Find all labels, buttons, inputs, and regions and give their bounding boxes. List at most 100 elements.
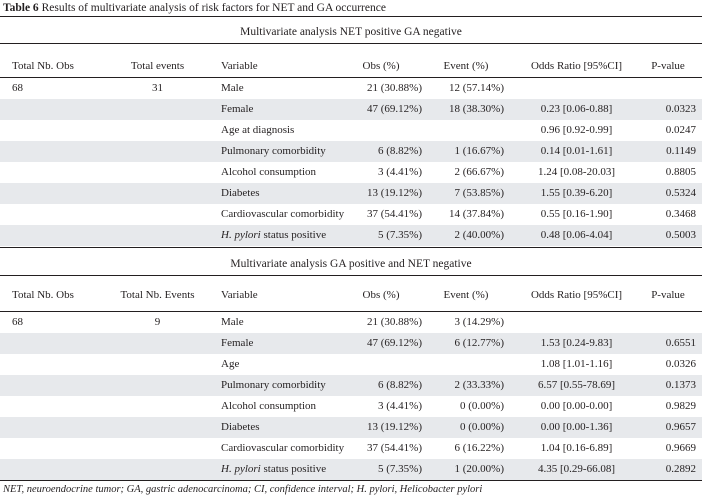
cell-obs: 6 (8.82%) — [378, 379, 422, 391]
header-odds-ratio: Odds Ratio [95%CI] — [530, 289, 623, 301]
header-top-rule — [0, 275, 702, 276]
cell-odds-ratio: 0.14 [0.01-1.61] — [540, 145, 613, 157]
cell-event: 6 (16.22%) — [454, 442, 505, 454]
cell-odds-ratio: 4.35 [0.29-66.08] — [538, 463, 615, 475]
cell-variable: Female — [221, 103, 254, 115]
cell-odds-ratio: 0.00 [0.00-0.00] — [540, 400, 613, 412]
table-header-row: Total Nb. Obs Total Nb. Events Variable … — [0, 275, 702, 315]
table-row: Cardiovascular comorbidity 37 (54.41%) 6… — [0, 438, 702, 459]
cell-odds-ratio: 1.53 [0.24-9.83] — [540, 337, 613, 349]
cell-odds-ratio: 0.48 [0.06-4.04] — [540, 229, 613, 241]
header-obs: Obs (%) — [362, 289, 400, 301]
cell-odds-ratio: 0.55 [0.16-1.90] — [540, 208, 613, 220]
cell-p-value: 0.0323 — [665, 103, 696, 115]
cell-obs: 6 (8.82%) — [378, 145, 422, 157]
cell-event: 18 (38.30%) — [449, 103, 504, 115]
table-row: H. pylori status positive 5 (7.35%) 2 (4… — [0, 225, 702, 246]
cell-event: 14 (37.84%) — [449, 208, 504, 220]
cell-p-value: 0.0326 — [665, 358, 696, 370]
table-row: Diabetes 13 (19.12%) 7 (53.85%) 1.55 [0.… — [0, 183, 702, 204]
cell-p-value — [640, 78, 696, 99]
cell-p-value: 0.1149 — [666, 145, 696, 157]
cell-obs: 13 (19.12%) — [367, 187, 422, 199]
header-bottom-rule — [0, 77, 702, 78]
cell-variable: Pulmonary comorbidity — [221, 379, 326, 391]
cell-odds-ratio — [520, 78, 633, 99]
cell-obs: 5 (7.35%) — [378, 229, 422, 241]
cell-variable-rest: status positive — [260, 229, 327, 241]
table-caption: Table 6 Results of multivariate analysis… — [3, 0, 386, 16]
header-variable: Variable — [221, 60, 258, 72]
cell-obs: 21 (30.88%) — [367, 82, 422, 94]
cell-p-value: 0.8805 — [665, 166, 696, 178]
cell-odds-ratio: 1.24 [0.08-20.03] — [538, 166, 615, 178]
cell-p-value: 0.5003 — [665, 229, 696, 241]
table-caption-text: Results of multivariate analysis of risk… — [38, 2, 386, 14]
cell-event: 2 (33.33%) — [454, 379, 505, 391]
cell-variable: Male — [221, 316, 244, 328]
table-row: Female 47 (69.12%) 18 (38.30%) 0.23 [0.0… — [0, 99, 702, 120]
cell-variable: Alcohol consumption — [221, 400, 317, 412]
cell-event: 2 (66.67%) — [454, 166, 505, 178]
cell-p-value: 0.9829 — [665, 400, 696, 412]
cell-variable: Diabetes — [221, 421, 260, 433]
header-total-events: Total Nb. Events — [120, 289, 195, 301]
cell-p-value — [640, 312, 696, 333]
cell-odds-ratio: 0.96 [0.92-0.99] — [540, 124, 613, 136]
cell-p-value: 0.9669 — [665, 442, 696, 454]
cell-odds-ratio — [520, 312, 633, 333]
cell-variable: H. pylori status positive — [221, 459, 326, 480]
table-row: Diabetes 13 (19.12%) 0 (0.00%) 0.00 [0.0… — [0, 417, 702, 438]
cell-variable: Cardiovascular comorbidity — [221, 442, 345, 454]
table-row: Cardiovascular comorbidity 37 (54.41%) 1… — [0, 204, 702, 225]
cell-variable: Age — [221, 358, 240, 370]
cell-variable: Female — [221, 337, 254, 349]
header-total-obs: Total Nb. Obs — [12, 289, 74, 301]
cell-event: 3 (14.29%) — [454, 316, 505, 328]
cell-total-events: 9 — [154, 316, 161, 328]
header-event: Event (%) — [443, 60, 489, 72]
table-row: Pulmonary comorbidity 6 (8.82%) 2 (33.33… — [0, 375, 702, 396]
header-obs: Obs (%) — [362, 60, 400, 72]
cell-variable: H. pylori status positive — [221, 225, 326, 246]
cell-p-value: 0.9657 — [665, 421, 696, 433]
cell-event: 6 (12.77%) — [454, 337, 505, 349]
header-total-events: Total events — [130, 60, 185, 72]
cell-odds-ratio: 0.23 [0.06-0.88] — [540, 103, 613, 115]
cell-event: 1 (20.00%) — [454, 463, 505, 475]
top-rule — [0, 16, 702, 17]
bottom-rule — [0, 480, 702, 481]
cell-obs: 5 (7.35%) — [378, 463, 422, 475]
header-total-obs: Total Nb. Obs — [12, 60, 74, 72]
cell-event: 0 (0.00%) — [460, 421, 504, 433]
cell-obs: 47 (69.12%) — [367, 337, 422, 349]
header-variable: Variable — [221, 289, 258, 301]
cell-obs: 21 (30.88%) — [367, 316, 422, 328]
cell-p-value: 0.3468 — [665, 208, 696, 220]
cell-obs: 37 (54.41%) — [367, 208, 422, 220]
header-p-value: P-value — [651, 60, 685, 72]
cell-obs: 3 (4.41%) — [378, 166, 422, 178]
cell-event: 2 (40.00%) — [454, 229, 505, 241]
cell-variable: Age at diagnosis — [221, 124, 295, 136]
cell-variable-italic: H. pylori — [221, 463, 261, 475]
table-row: 68 9 Male 21 (30.88%) 3 (14.29%) — [0, 312, 702, 333]
cell-p-value: 0.0247 — [665, 124, 696, 136]
cell-variable-rest: status positive — [260, 463, 327, 475]
cell-variable: Pulmonary comorbidity — [221, 145, 326, 157]
section-title-ga: Multivariate analysis GA positive and NE… — [230, 258, 472, 270]
table-row: Alcohol consumption 3 (4.41%) 2 (66.67%)… — [0, 162, 702, 183]
table-row: Age 1.08 [1.01-1.16] 0.0326 — [0, 354, 702, 375]
table-footnote: NET, neuroendocrine tumor; GA, gastric a… — [3, 484, 483, 495]
table-row: Alcohol consumption 3 (4.41%) 0 (0.00%) … — [0, 396, 702, 417]
cell-odds-ratio: 0.00 [0.00-1.36] — [540, 421, 613, 433]
header-event: Event (%) — [443, 289, 489, 301]
cell-variable-italic: H. pylori — [221, 229, 261, 241]
cell-obs: 47 (69.12%) — [367, 103, 422, 115]
cell-variable: Alcohol consumption — [221, 166, 317, 178]
header-p-value: P-value — [651, 289, 685, 301]
cell-total-obs: 68 — [12, 316, 23, 328]
cell-odds-ratio: 1.04 [0.16-6.89] — [540, 442, 613, 454]
cell-variable: Diabetes — [221, 187, 260, 199]
table-row: Pulmonary comorbidity 6 (8.82%) 1 (16.67… — [0, 141, 702, 162]
